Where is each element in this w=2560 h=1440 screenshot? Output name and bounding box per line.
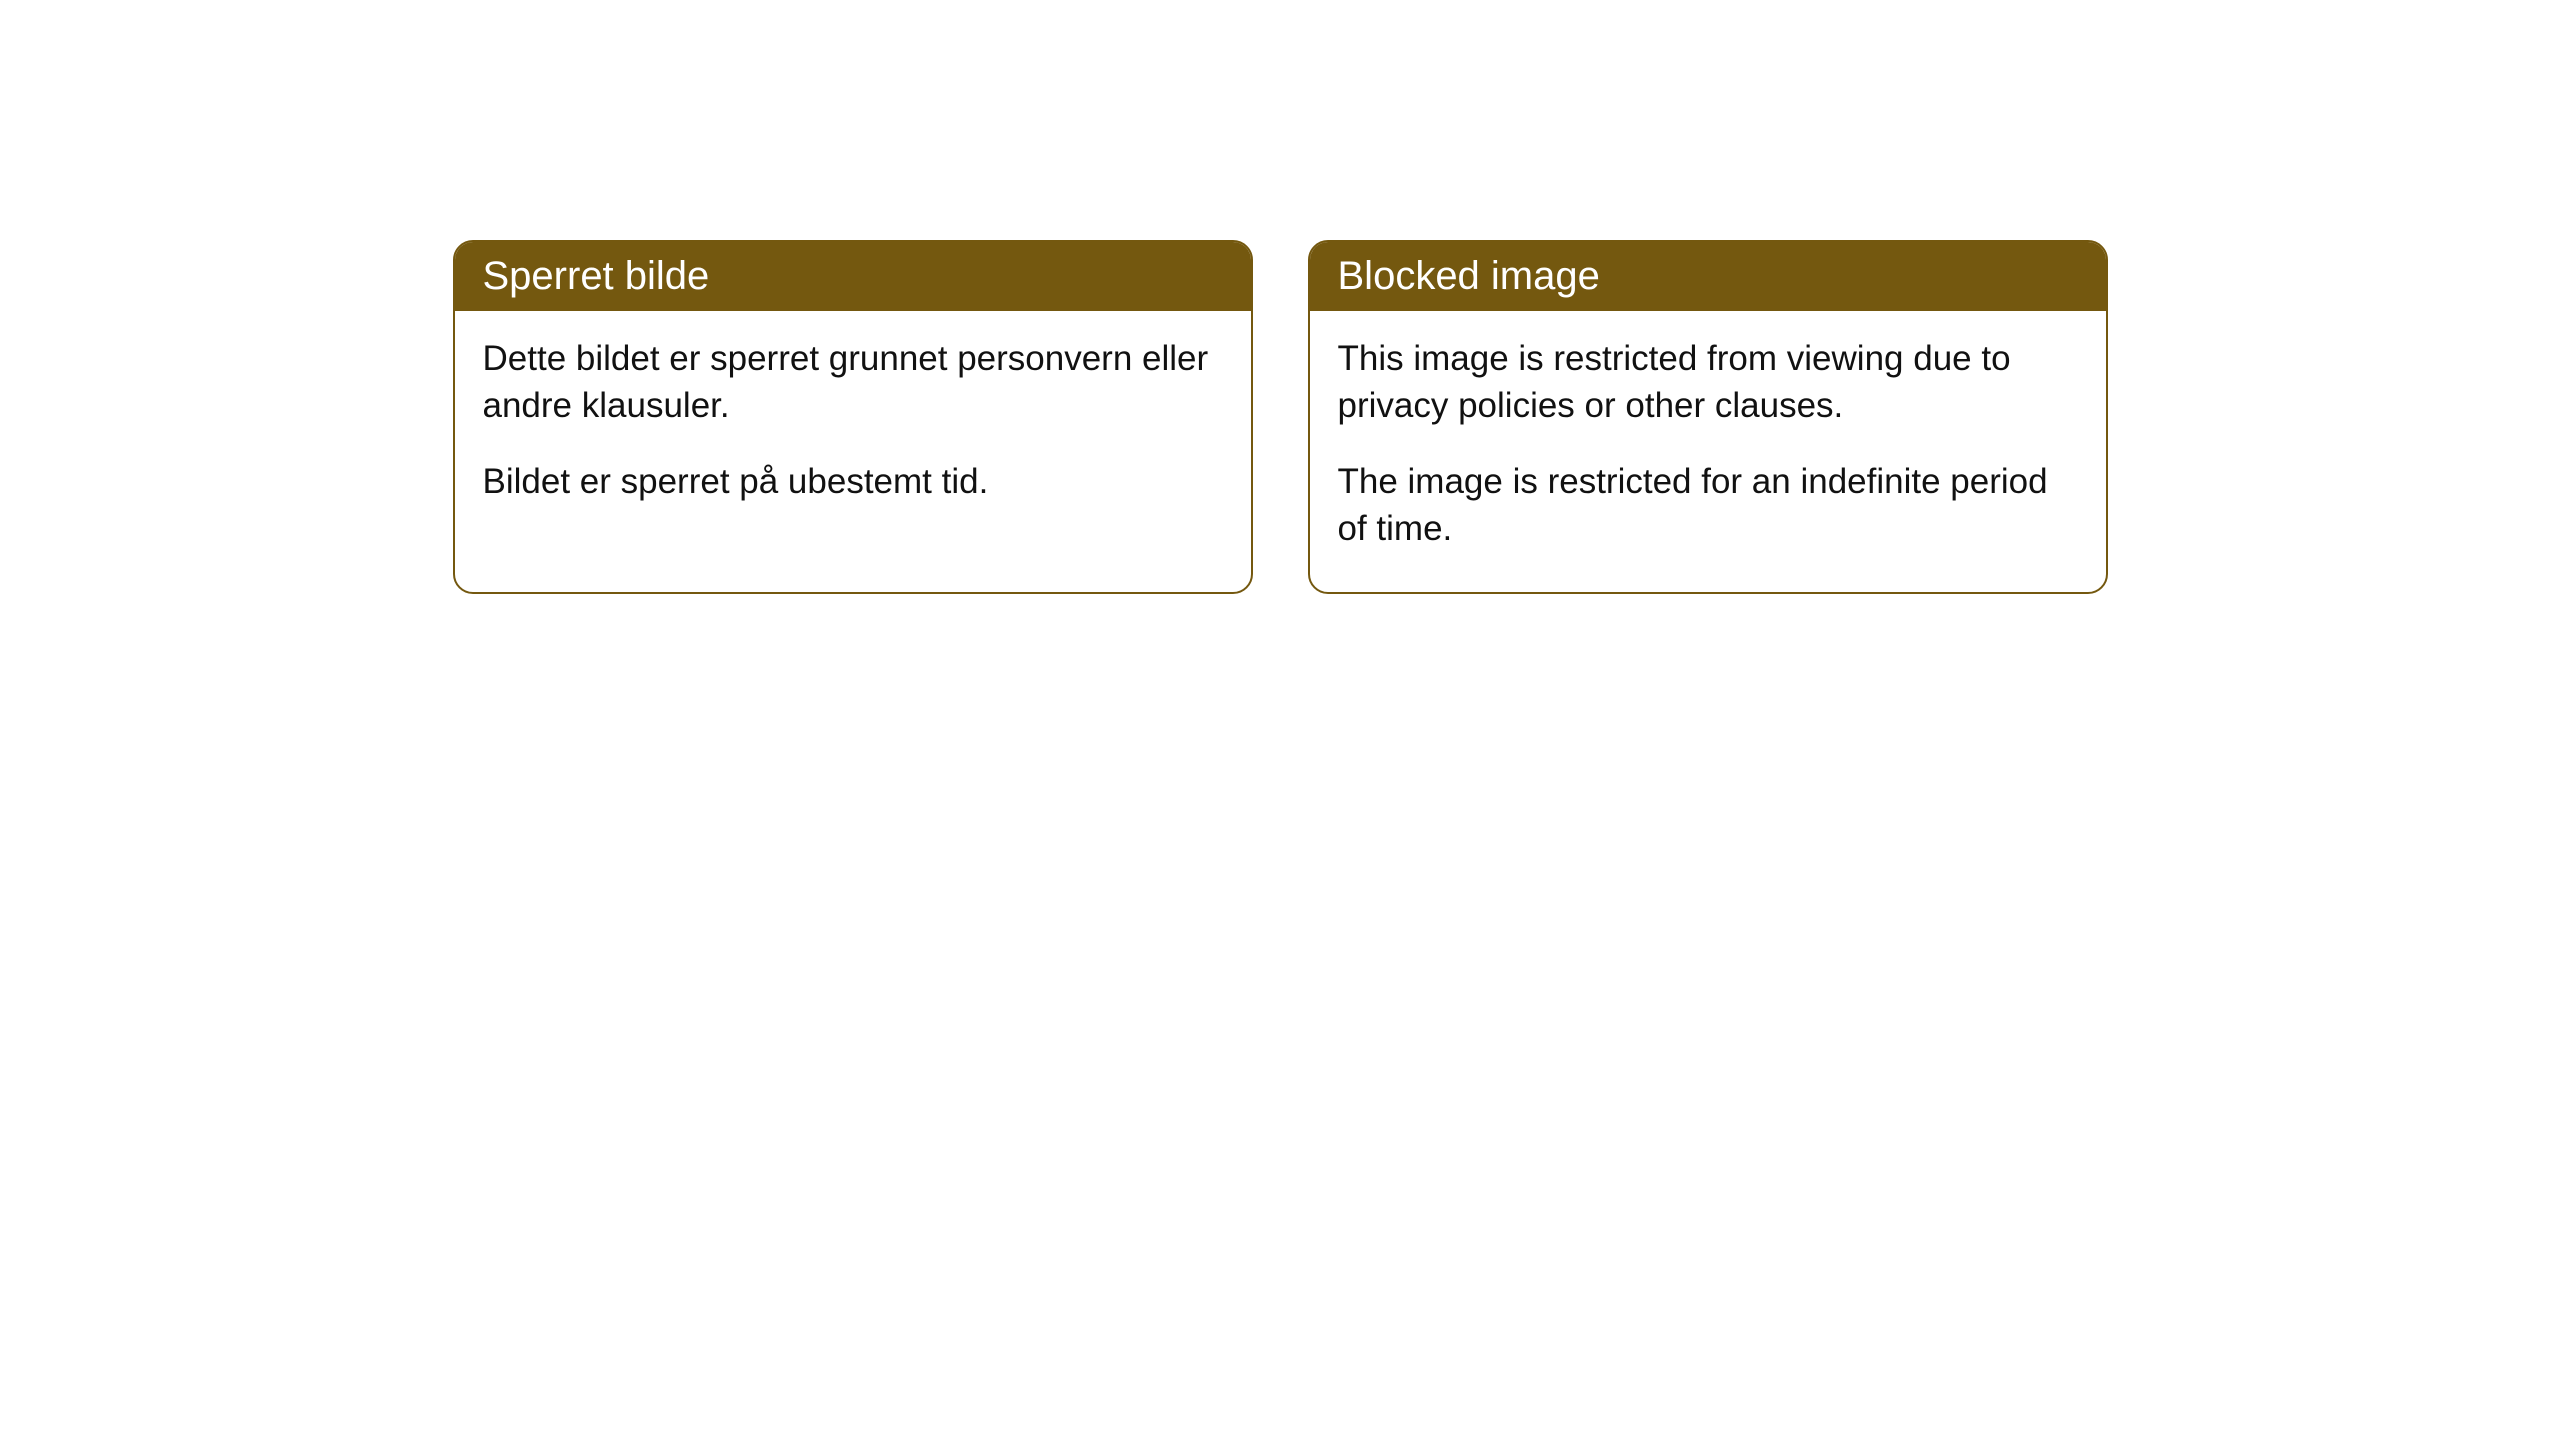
card-body-english: This image is restricted from viewing du… (1310, 311, 2106, 592)
cards-container: Sperret bilde Dette bildet er sperret gr… (453, 240, 2108, 594)
card-body-norwegian: Dette bildet er sperret grunnet personve… (455, 311, 1251, 545)
card-title: Sperret bilde (483, 254, 710, 298)
blocked-image-card-norwegian: Sperret bilde Dette bildet er sperret gr… (453, 240, 1253, 594)
card-paragraph: The image is restricted for an indefinit… (1338, 458, 2078, 553)
card-paragraph: Dette bildet er sperret grunnet personve… (483, 335, 1223, 430)
card-header-english: Blocked image (1310, 242, 2106, 311)
card-paragraph: This image is restricted from viewing du… (1338, 335, 2078, 430)
card-title: Blocked image (1338, 254, 1600, 298)
blocked-image-card-english: Blocked image This image is restricted f… (1308, 240, 2108, 594)
card-paragraph: Bildet er sperret på ubestemt tid. (483, 458, 1223, 505)
card-header-norwegian: Sperret bilde (455, 242, 1251, 311)
